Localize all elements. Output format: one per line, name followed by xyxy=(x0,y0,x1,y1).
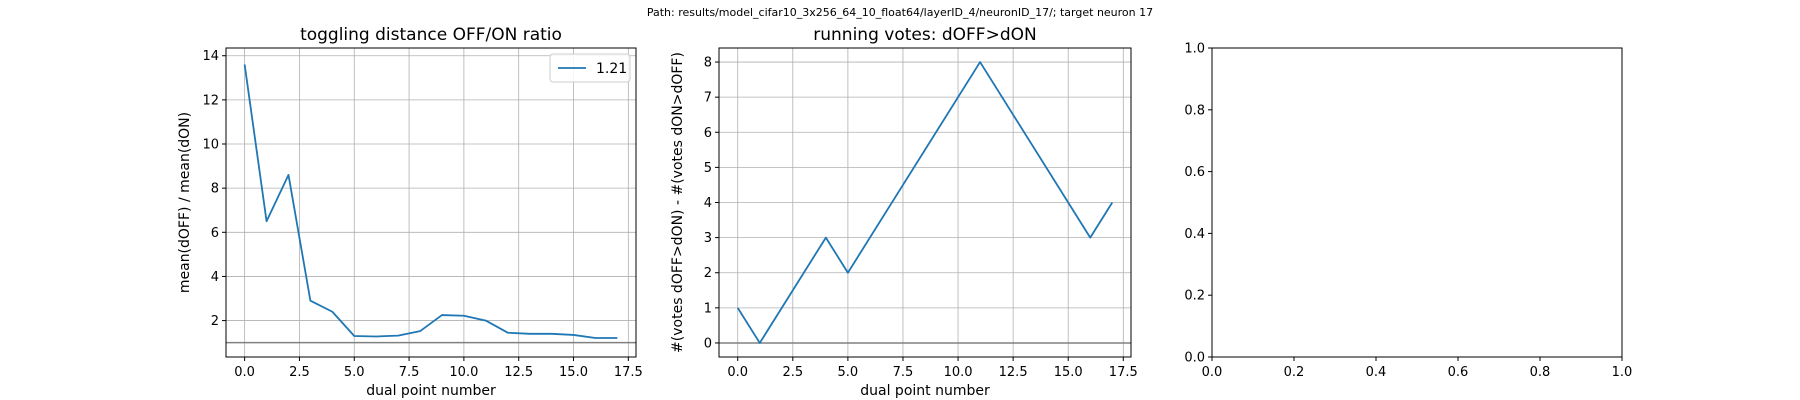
x-axis-label: dual point number xyxy=(860,383,990,399)
y-tick-label: 2 xyxy=(704,266,712,281)
x-tick-label: 10.0 xyxy=(449,365,478,380)
y-tick-label: 6 xyxy=(211,226,219,241)
x-tick-label: 12.5 xyxy=(999,365,1028,380)
y-tick-label: 8 xyxy=(704,56,712,71)
y-tick-label: 0.2 xyxy=(1184,289,1205,304)
axes-frame xyxy=(225,47,637,358)
y-tick-label: 4 xyxy=(211,270,219,285)
x-tick-label: 0.2 xyxy=(1284,365,1305,380)
series-line xyxy=(736,61,1114,344)
y-tick-label: 0.6 xyxy=(1184,165,1205,180)
x-tick-label: 0.0 xyxy=(234,365,255,380)
series-line xyxy=(243,64,618,339)
y-tick-label: 0.4 xyxy=(1184,227,1205,242)
x-axis-label: dual point number xyxy=(366,383,496,399)
x-tick-label: 0.0 xyxy=(1202,365,1223,380)
x-tick-label: 7.5 xyxy=(893,365,914,380)
y-tick-label: 7 xyxy=(704,91,712,106)
y-tick-label: 6 xyxy=(704,126,712,141)
axes-empty: 0.0 0.2 0.4 0.6 0.8 1.0 0.0 0.2 0.4 0.6 0.8 1.0 xyxy=(1184,42,1632,381)
y-axis-label: mean(dOFF) / mean(dON) xyxy=(177,112,193,293)
y-tick-label: 5 xyxy=(704,161,712,176)
figure-suptitle: Path: results/model_cifar10_3x256_64_10_… xyxy=(647,6,1153,19)
axes-toggling-ratio: 0.0 2.5 5.0 7.5 10.0 12.5 15.0 17.5 2 4 6 8 10 12 14 to… xyxy=(177,25,643,399)
x-tick-label: 0.0 xyxy=(727,365,748,380)
y-tick-label: 1.0 xyxy=(1184,42,1205,57)
x-tick-label: 0.6 xyxy=(1448,365,1469,380)
y-tick-label: 10 xyxy=(202,138,219,153)
legend-label: 1.21 xyxy=(596,61,627,77)
x-tick-label: 12.5 xyxy=(504,365,533,380)
x-tick-label: 17.5 xyxy=(1109,365,1138,380)
y-tick-label: 8 xyxy=(211,182,219,197)
y-tick-label: 4 xyxy=(704,196,712,211)
x-tick-label: 2.5 xyxy=(782,365,803,380)
axes-frame xyxy=(1211,47,1623,358)
x-tick-label: 15.0 xyxy=(1054,365,1083,380)
chart-title: running votes: dOFF>dON xyxy=(813,25,1036,45)
x-tick-label: 15.0 xyxy=(559,365,588,380)
x-tick-label: 7.5 xyxy=(399,365,420,380)
y-tick-label: 1 xyxy=(704,301,712,316)
axes-running-votes: 0.0 2.5 5.0 7.5 10.0 12.5 15.0 17.5 0 1 2 3 4 5 6 7 8 run… xyxy=(670,25,1138,399)
x-tick-label: 2.5 xyxy=(289,365,310,380)
x-tick-label: 0.8 xyxy=(1530,365,1551,380)
y-tick-label: 0 xyxy=(704,336,712,351)
y-tick-label: 2 xyxy=(211,314,219,329)
y-tick-label: 14 xyxy=(202,49,219,64)
y-tick-label: 3 xyxy=(704,231,712,246)
legend: 1.21 xyxy=(549,53,631,83)
y-tick-label: 12 xyxy=(202,93,219,108)
x-tick-label: 10.0 xyxy=(944,365,973,380)
x-tick-label: 1.0 xyxy=(1612,365,1633,380)
y-axis-label: #(votes dOFF>dON) - #(votes dON>dOFF) xyxy=(670,52,686,353)
x-tick-label: 0.4 xyxy=(1366,365,1387,380)
x-tick-label: 5.0 xyxy=(838,365,859,380)
chart-title: toggling distance OFF/ON ratio xyxy=(300,25,562,45)
y-tick-label: 0.8 xyxy=(1184,103,1205,118)
x-tick-label: 5.0 xyxy=(344,365,365,380)
legend-box xyxy=(549,53,631,83)
y-tick-label: 0.0 xyxy=(1184,351,1205,366)
x-tick-label: 17.5 xyxy=(614,365,643,380)
